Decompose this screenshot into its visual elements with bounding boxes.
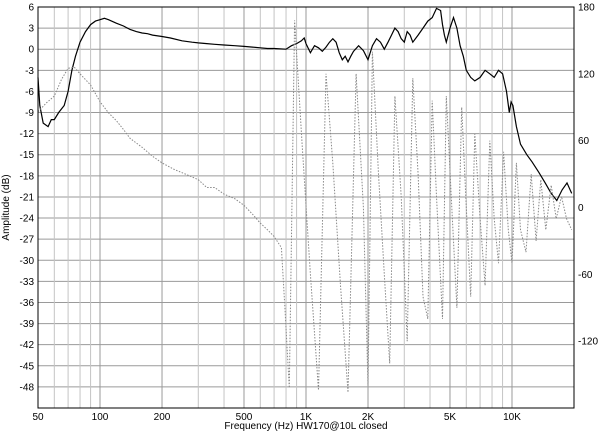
x-tick-label: 1K	[300, 412, 313, 423]
grid-layer	[37, 6, 574, 408]
y-tick-label: -45	[20, 361, 35, 372]
y2-tick-label: 60	[578, 136, 590, 147]
y-tick-label: -12	[20, 129, 35, 140]
x-tick-label: 5K	[444, 412, 457, 423]
y-axis-label: Amplitude (dB)	[1, 174, 12, 240]
y-tick-label: -15	[20, 150, 35, 161]
y-tick-label: -33	[20, 277, 35, 288]
x-tick-label: 50	[32, 412, 44, 423]
y2-tick-label: -60	[578, 270, 593, 281]
y-tick-label: -6	[25, 87, 34, 98]
x-tick-label: 100	[92, 412, 109, 423]
y-tick-label: -24	[20, 214, 35, 225]
y-tick-label: 0	[28, 45, 34, 56]
y-tick-label: -27	[20, 235, 35, 246]
y2-tick-label: -120	[578, 337, 598, 348]
phase-series-line	[37, 20, 573, 393]
x-axis-label: Frequency (Hz) HW170@10L closed	[224, 421, 387, 431]
x-tick-label: 500	[236, 412, 253, 423]
y-tick-label: -21	[20, 192, 35, 203]
y-tick-label: -9	[25, 108, 34, 119]
x-tick-label: 10K	[503, 412, 521, 423]
y-tick-label: -39	[20, 319, 35, 330]
y-tick-label: 6	[28, 3, 34, 14]
tick-layer: 6 3 0 -3 -6 -9 -12 -15 -18 -21 -24 -27 -30 -33 -36 -39 -…	[20, 3, 599, 424]
y2-tick-label: 0	[578, 203, 584, 214]
x-tick-label: 200	[154, 412, 171, 423]
y-tick-label: -3	[25, 66, 34, 77]
y2-tick-label: 180	[578, 3, 595, 14]
series-layer	[37, 7, 573, 393]
y-tick-label: -30	[20, 256, 35, 267]
plot-frame	[37, 6, 575, 409]
x-tick-label: 2K	[362, 412, 375, 423]
y-tick-label: -36	[20, 298, 35, 309]
y-tick-label: -48	[20, 382, 35, 393]
y-tick-label: -42	[20, 340, 35, 351]
y-tick-label: -18	[20, 171, 35, 182]
amplitude-series-line	[37, 7, 573, 202]
y2-tick-label: 120	[578, 69, 595, 80]
y-tick-label: 3	[28, 24, 34, 35]
axis-layer	[37, 6, 575, 409]
